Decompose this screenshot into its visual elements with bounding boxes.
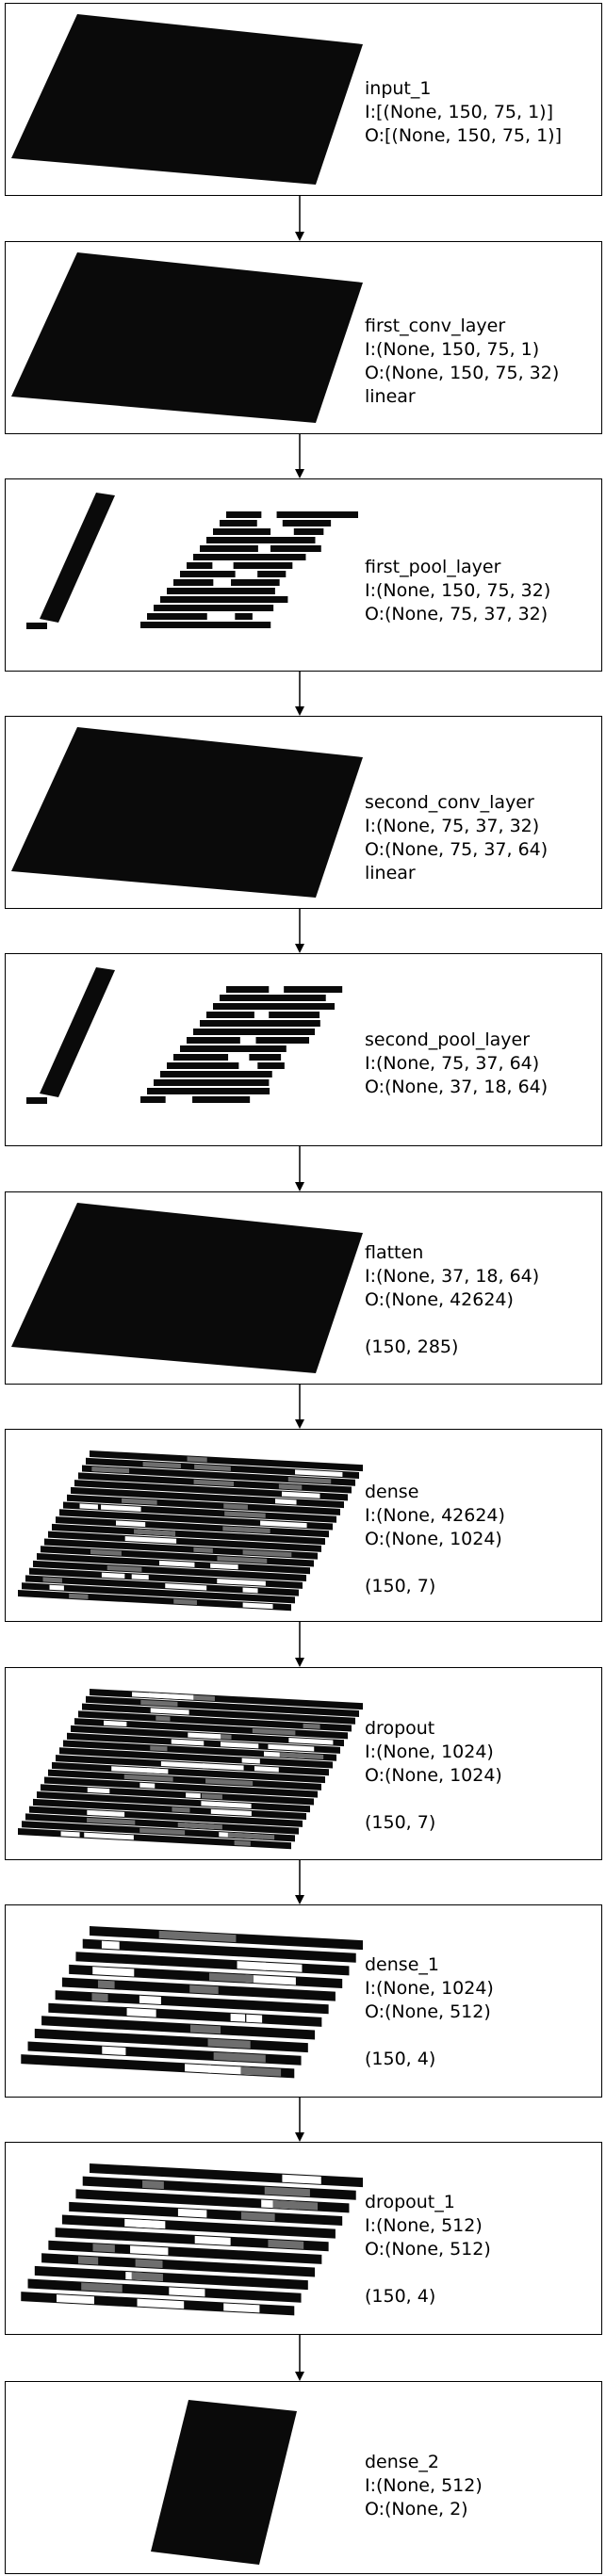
layer-info-line: O:(None, 150, 75, 32) xyxy=(365,363,560,383)
layer-info-line: (150, 4) xyxy=(365,2049,436,2069)
feature-map-strip xyxy=(40,493,115,623)
layer-info-line: I:(None, 150, 75, 32) xyxy=(365,580,551,601)
feature-map-strip xyxy=(40,967,115,1097)
flow-arrow xyxy=(295,1860,304,1904)
flow-arrow xyxy=(295,1146,304,1191)
feature-map-fragment xyxy=(26,623,47,629)
layer-info-line: I:(None, 1024) xyxy=(365,1978,494,1999)
layer-info-line: (150, 7) xyxy=(365,1576,436,1596)
flow-arrow xyxy=(295,2335,304,2381)
feature-map-fragment xyxy=(26,1097,47,1104)
layer-info-line: I:(None, 512) xyxy=(365,2215,483,2236)
activation-stripes xyxy=(18,1688,363,1850)
flow-arrow xyxy=(295,2098,304,2142)
feature-map-block xyxy=(140,511,358,628)
activation-stripes xyxy=(18,1450,363,1612)
feature-map xyxy=(11,727,363,898)
layer-info-line: I:(None, 75, 37, 64) xyxy=(365,1053,540,1074)
layer-name: dropout_1 xyxy=(365,2192,455,2212)
layer-box-dense_2 xyxy=(5,2381,602,2574)
layer-info-line: (150, 7) xyxy=(365,1812,436,1833)
layer-info-line: I:(None, 42624) xyxy=(365,1505,505,1526)
layer-name: first_conv_layer xyxy=(365,316,506,336)
layer-label: input_1 I:[(None, 150, 75, 1)] O:[(None, 1… xyxy=(365,77,562,148)
layer-name: dense_1 xyxy=(365,1954,439,1975)
feature-map xyxy=(11,252,363,423)
layer-info-line: O:(None, 75, 37, 64) xyxy=(365,839,549,860)
activation-stripes xyxy=(21,2163,363,2316)
layer-label: dense I:(None, 42624) O:(None, 1024) (150, … xyxy=(365,1481,505,1598)
layer-info-line: I:(None, 37, 18, 64) xyxy=(365,1266,540,1287)
layer-info-line: (150, 285) xyxy=(365,1337,459,1357)
layer-info-line: I:(None, 1024) xyxy=(365,1742,494,1762)
layer-name: dense_2 xyxy=(365,2452,439,2472)
feature-map xyxy=(11,1203,363,1373)
layer-name: second_pool_layer xyxy=(365,1029,531,1050)
layer-info-line: linear xyxy=(365,386,416,407)
flow-arrow xyxy=(295,1385,304,1429)
layer-info-line: O:(None, 1024) xyxy=(365,1765,502,1786)
layer-info-line: O:(None, 2) xyxy=(365,2499,468,2519)
layer-name: dropout xyxy=(365,1718,435,1739)
layer-info-line: I:(None, 150, 75, 1) xyxy=(365,339,540,360)
layer-label: flatten I:(None, 37, 18, 64) O:(None, 4262… xyxy=(365,1241,539,1359)
layer-info-line: O:(None, 75, 37, 32) xyxy=(365,604,549,624)
layer-label: dropout_1 I:(None, 512) O:(None, 512) (150,… xyxy=(365,2191,491,2309)
flow-arrow xyxy=(295,909,304,953)
layer-label: first_pool_layer I:(None, 150, 75, 32) O:(… xyxy=(365,556,550,626)
layer-label: dropout I:(None, 1024) O:(None, 1024) (150,… xyxy=(365,1717,502,1835)
layer-label: second_pool_layer I:(None, 75, 37, 64) O:(… xyxy=(365,1029,548,1099)
layer-info-line: O:(None, 42624) xyxy=(365,1289,514,1310)
activation-stripes xyxy=(21,1925,363,2079)
layer-info-line: O:(None, 512) xyxy=(365,2001,491,2022)
layer-info-line: linear xyxy=(365,863,416,883)
flow-arrow xyxy=(295,434,304,478)
layer-label: second_conv_layer I:(None, 75, 37, 32) O:(… xyxy=(365,791,548,885)
layer-name: flatten xyxy=(365,1242,424,1263)
layer-name: first_pool_layer xyxy=(365,557,501,577)
layer-info-line: O:(None, 37, 18, 64) xyxy=(365,1077,549,1097)
layer-info-line: I:(None, 75, 37, 32) xyxy=(365,816,540,836)
layer-name: dense xyxy=(365,1482,419,1502)
layer-label: first_conv_layer I:(None, 150, 75, 1) O:(N… xyxy=(365,315,559,409)
layer-info-line: O:[(None, 150, 75, 1)] xyxy=(365,125,563,146)
layer-info-line: I:[(None, 150, 75, 1)] xyxy=(365,102,553,122)
feature-map-block xyxy=(140,986,343,1103)
layer-label: dense_1 I:(None, 1024) O:(None, 512) (150, … xyxy=(365,1953,494,2071)
layer-name: second_conv_layer xyxy=(365,792,534,813)
output-map xyxy=(151,2400,297,2565)
layer-info-line: I:(None, 512) xyxy=(365,2475,483,2496)
layer-info-line: (150, 4) xyxy=(365,2286,436,2307)
flow-arrow xyxy=(295,1622,304,1667)
layer-info-line: O:(None, 512) xyxy=(365,2239,491,2260)
flow-arrow xyxy=(295,196,304,241)
layer-info-line: O:(None, 1024) xyxy=(365,1529,502,1549)
flow-arrow xyxy=(295,672,304,716)
layer-name: input_1 xyxy=(365,78,432,99)
feature-map xyxy=(11,14,363,185)
layer-label: dense_2 I:(None, 512) O:(None, 2) xyxy=(365,2451,483,2521)
